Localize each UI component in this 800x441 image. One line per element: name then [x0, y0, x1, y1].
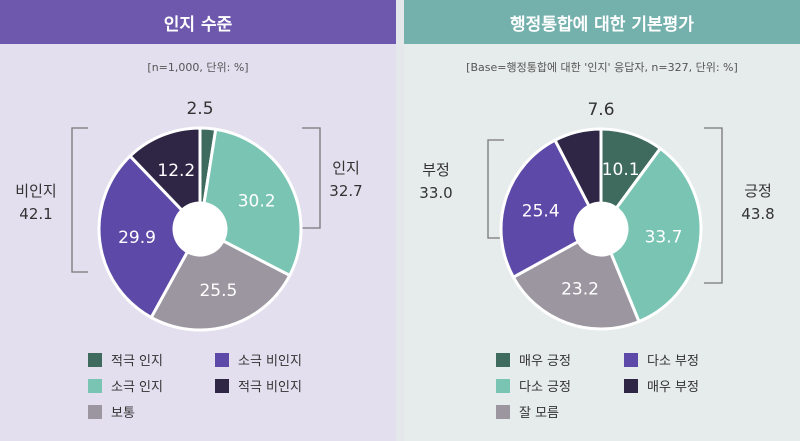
- slice-value-label: 25.4: [522, 202, 560, 222]
- legend-item-very-negative: 매우 부정: [624, 376, 699, 395]
- legend-swatch: [496, 404, 510, 419]
- legend-swatch: [88, 352, 102, 367]
- donut-slice: [127, 126, 202, 213]
- legend-item-active-aware: 적극 인지: [88, 350, 163, 369]
- legend-label: 적극 인지: [111, 354, 163, 369]
- legend-swatch: [496, 378, 510, 393]
- left-panel-title: 인지 수준: [0, 0, 396, 44]
- legend-item-somewhat-positive: 다소 긍정: [496, 376, 571, 395]
- group-label-negative: 부정: [422, 161, 450, 179]
- legend-label: 적극 비인지: [238, 380, 302, 395]
- donut-slice: [553, 127, 603, 208]
- legend-swatch: [215, 378, 229, 393]
- donut-hole: [576, 204, 626, 254]
- legend-item-passive-unaware: 소극 비인지: [215, 350, 302, 369]
- group-label-positive: 긍정: [744, 182, 772, 200]
- donut-slice: [149, 238, 292, 332]
- right-bracket-negative: [487, 139, 504, 239]
- slice-value-label: 23.2: [561, 279, 599, 299]
- group-label-awareness: 인지: [332, 159, 360, 177]
- slice-value-label: 33.7: [645, 228, 683, 248]
- slice-value-label: 12.2: [157, 161, 195, 181]
- legend-swatch: [88, 404, 102, 419]
- legend-label: 매우 긍정: [519, 354, 571, 369]
- legend-swatch: [215, 352, 229, 367]
- group-label-unawareness: 비인지: [15, 182, 56, 200]
- slice-value-label: 25.5: [199, 281, 237, 301]
- right-panel-title: 행정통합에 대한 기본평가: [404, 0, 800, 44]
- group-value-unawareness: 42.1: [19, 205, 52, 223]
- legend-label: 잘 모름: [519, 406, 560, 421]
- slice-value-label: 29.9: [118, 228, 156, 248]
- slice-value-label: 30.2: [238, 191, 276, 211]
- legend-label: 소극 비인지: [238, 354, 302, 369]
- right-panel: 행정통합에 대한 기본평가 [Base=행정통합에 대한 '인지' 응답자, n…: [404, 0, 800, 441]
- legend-item-passive-aware: 소극 인지: [88, 376, 163, 395]
- left-panel-note: [n=1,000, 단위: %]: [147, 61, 249, 74]
- donut-slice: [608, 146, 703, 324]
- slice-value-label: 10.1: [602, 160, 640, 180]
- donut-hole: [175, 204, 225, 254]
- legend-item-dont-know: 잘 모름: [496, 402, 559, 421]
- legend-item-active-unaware: 적극 비인지: [215, 376, 302, 395]
- right-bracket-positive: [704, 127, 723, 284]
- legend-item-neutral: 보통: [88, 402, 135, 421]
- legend-swatch: [624, 352, 638, 367]
- left-bracket-unawareness: [71, 127, 88, 273]
- legend-label: 다소 긍정: [519, 380, 571, 395]
- legend-swatch: [624, 378, 638, 393]
- donut-slice: [202, 127, 303, 278]
- right-panel-note: [Base=행정통합에 대한 '인지' 응답자, n=327, 단위: %]: [466, 61, 738, 74]
- left-panel: 인지 수준 [n=1,000, 단위: %] 인지 32.7 비인지 42.1 …: [0, 0, 396, 441]
- slice-value-label: 7.6: [587, 100, 614, 120]
- legend-swatch: [88, 378, 102, 393]
- slice-value-label: 2.5: [186, 99, 213, 119]
- legend-swatch: [496, 352, 510, 367]
- legend-item-somewhat-negative: 다소 부정: [624, 350, 699, 369]
- awareness-donut-chart: 인지 32.7 비인지 42.1 2.5 30.2 25.5 29.9 12.2: [15, 99, 363, 332]
- legend-label: 다소 부정: [647, 354, 699, 369]
- donut-slice: [511, 239, 641, 331]
- donut-slice: [499, 138, 592, 280]
- legend-item-very-positive: 매우 긍정: [496, 350, 571, 369]
- legend-label: 보통: [111, 406, 135, 421]
- legend-label: 소극 인지: [111, 380, 163, 395]
- group-value-negative: 33.0: [419, 184, 452, 202]
- legend-label: 매우 부정: [647, 380, 699, 395]
- group-value-awareness: 32.7: [329, 182, 362, 200]
- donut-slice: [97, 153, 190, 320]
- left-bracket-awareness: [302, 127, 321, 229]
- group-value-positive: 43.8: [741, 205, 774, 223]
- evaluation-donut-chart: 부정 33.0 긍정 43.8 10.1 33.7 23.2 25.4 7.6: [419, 100, 775, 331]
